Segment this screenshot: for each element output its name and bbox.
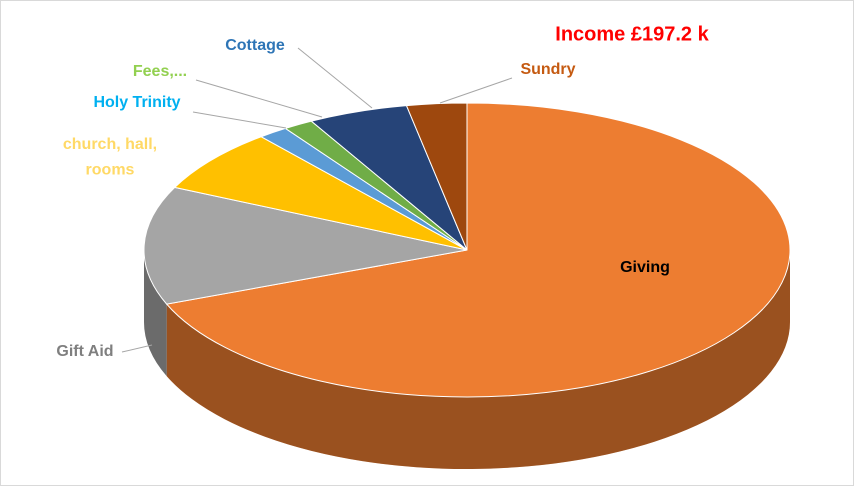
leader-line [192, 111, 287, 129]
label-line: church, hall, [63, 136, 157, 153]
slice-label: Cottage [225, 37, 285, 54]
slice [165, 102, 791, 398]
leader-line [195, 79, 323, 118]
slice-label: church, hall, rooms [63, 136, 157, 179]
slice-label: Holy Trinity [93, 94, 180, 111]
slice-side-shade [166, 250, 790, 469]
slice-side [166, 250, 790, 469]
leader-line [439, 77, 513, 104]
slice [405, 102, 468, 251]
slice-side [144, 250, 167, 377]
slice-side-shade [144, 250, 167, 377]
slice-label: Gift Aid [56, 343, 113, 360]
slice [143, 186, 468, 305]
label-line: rooms [86, 162, 135, 179]
leader-line [297, 47, 373, 109]
slice-label: Fees,... [133, 63, 187, 80]
leader-line [121, 344, 153, 353]
slice [173, 136, 468, 251]
slice-label: Giving [620, 259, 670, 276]
chart-title: Income £197.2 k [555, 23, 709, 45]
slice-label: Sundry [520, 61, 575, 78]
